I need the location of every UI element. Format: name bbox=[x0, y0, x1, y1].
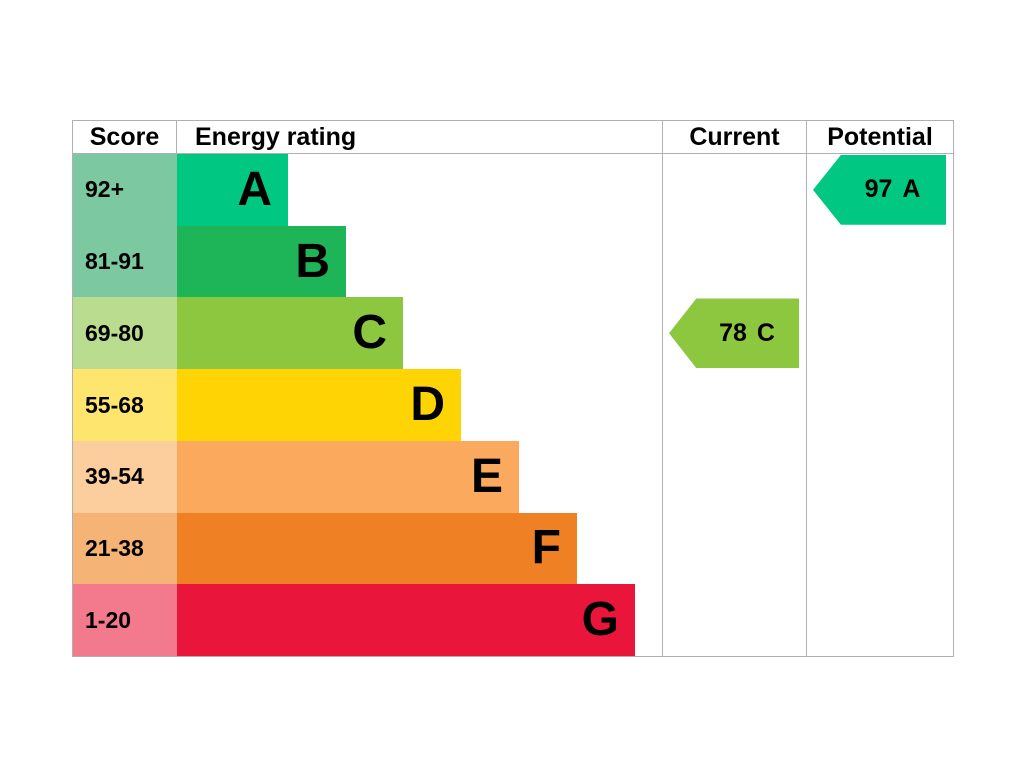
current-rating-arrow: 78 C bbox=[669, 298, 799, 369]
potential-column-cell bbox=[807, 297, 953, 369]
rating-bar: C bbox=[177, 297, 403, 370]
current-band-letter: C bbox=[756, 318, 775, 347]
header-energy-rating: Energy rating bbox=[177, 121, 663, 153]
current-column-cell bbox=[663, 440, 807, 513]
current-column-cell: 78 C bbox=[663, 297, 807, 370]
rating-letter: A bbox=[237, 162, 272, 216]
rating-letter: E bbox=[470, 449, 503, 503]
score-range-cell: 81-91 bbox=[73, 225, 177, 298]
score-range-cell: 39-54 bbox=[73, 440, 177, 513]
current-column-cell bbox=[663, 225, 807, 298]
score-range-cell: 69-80 bbox=[73, 297, 177, 370]
potential-column-cell: 97 A bbox=[807, 154, 953, 226]
energy-rating-cell: A bbox=[177, 154, 663, 226]
score-range-cell: 1-20 bbox=[73, 584, 177, 657]
header-current: Current bbox=[663, 121, 807, 153]
rating-letter: G bbox=[581, 593, 619, 647]
rating-letter: D bbox=[410, 378, 445, 432]
current-score-value: 78 bbox=[719, 318, 747, 347]
potential-column-cell bbox=[807, 226, 953, 298]
current-column-cell bbox=[663, 584, 807, 657]
potential-column-cell bbox=[807, 369, 953, 441]
energy-rating-cell: D bbox=[177, 369, 663, 441]
band-rows: 92+ A 97 A 81-91 B 69-80 C 78 C 55-68 bbox=[73, 154, 953, 657]
rating-bar: G bbox=[177, 584, 635, 657]
rating-bar: D bbox=[177, 369, 461, 441]
rating-letter: C bbox=[352, 306, 387, 360]
potential-column-cell bbox=[807, 513, 953, 585]
rating-bar: B bbox=[177, 225, 346, 298]
potential-column-cell bbox=[807, 584, 953, 656]
potential-rating-arrow: 97 A bbox=[813, 155, 946, 225]
band-row: 21-38 F bbox=[73, 512, 953, 585]
current-column-cell bbox=[663, 369, 807, 441]
energy-rating-cell: B bbox=[177, 225, 663, 298]
band-row: 81-91 B bbox=[73, 225, 953, 298]
potential-column-cell bbox=[807, 441, 953, 513]
band-row: 92+ A 97 A bbox=[73, 154, 953, 226]
band-row: 55-68 D bbox=[73, 369, 953, 441]
energy-rating-cell: G bbox=[177, 584, 663, 657]
energy-rating-cell: C bbox=[177, 297, 663, 370]
table-header-row: Score Energy rating Current Potential bbox=[73, 121, 953, 154]
rating-letter: B bbox=[295, 234, 330, 288]
current-column-cell bbox=[663, 512, 807, 585]
rating-bar: E bbox=[177, 440, 519, 513]
energy-rating-cell: E bbox=[177, 440, 663, 513]
score-range-cell: 21-38 bbox=[73, 512, 177, 585]
header-score: Score bbox=[73, 121, 177, 153]
energy-rating-cell: F bbox=[177, 512, 663, 585]
header-potential: Potential bbox=[827, 122, 933, 151]
rating-bar: F bbox=[177, 512, 577, 585]
potential-score-value: 97 bbox=[864, 175, 893, 204]
score-range-cell: 92+ bbox=[73, 154, 177, 226]
epc-table: Score Energy rating Current Potential 92… bbox=[72, 120, 954, 657]
band-row: 1-20 G bbox=[73, 584, 953, 657]
current-column-cell bbox=[663, 154, 807, 226]
band-row: 39-54 E bbox=[73, 440, 953, 513]
rating-bar: A bbox=[177, 154, 288, 226]
band-row: 69-80 C 78 C bbox=[73, 297, 953, 370]
potential-band-letter: A bbox=[902, 175, 921, 204]
rating-letter: F bbox=[531, 521, 561, 575]
score-range-cell: 55-68 bbox=[73, 369, 177, 441]
